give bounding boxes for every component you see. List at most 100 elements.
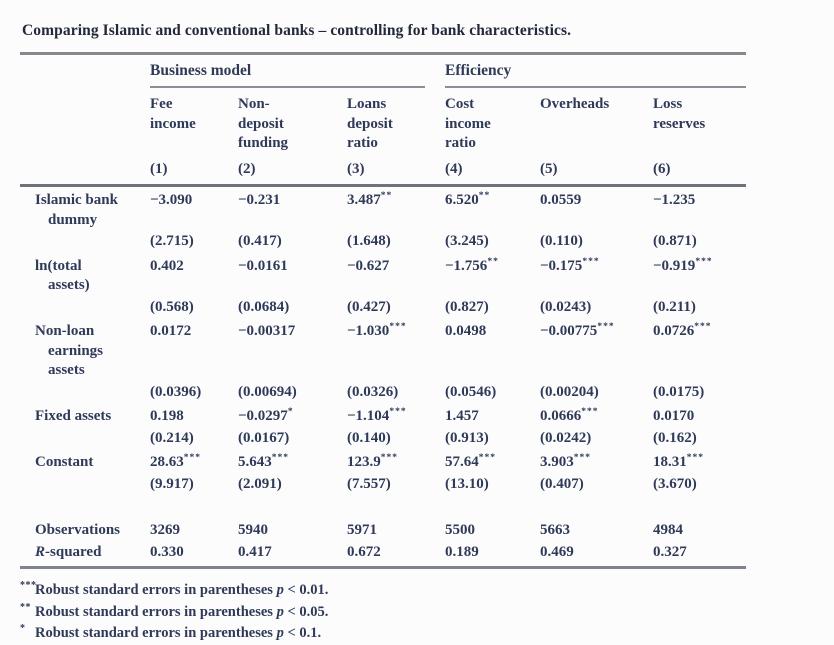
column-header: Overheads (5) xyxy=(540,88,653,188)
standard-error-cell: (0.0167) xyxy=(238,429,290,446)
column-number: (1) xyxy=(150,160,168,177)
footnote-threshold: < 0.05. xyxy=(283,603,329,620)
row-label-text: Islamic bank dummy xyxy=(35,192,118,228)
column-label: Loss reserves xyxy=(653,96,706,132)
standard-error-cell: (0.214) xyxy=(150,429,194,446)
standard-error-cell: (0.0684) xyxy=(238,298,290,315)
stat-cell: 0.189 xyxy=(445,541,540,570)
column-header-box: Fee income (1) xyxy=(150,88,238,184)
column-header: Non- deposit funding (2) xyxy=(238,88,347,188)
significance-stars: *** xyxy=(389,407,407,418)
significance-stars: *** xyxy=(271,453,289,464)
coefficient-row: Constant 28.63*** 5.643*** 123.9*** 57.64***… xyxy=(20,449,746,474)
column-number: (5) xyxy=(540,160,558,177)
stat-cell: 0.327 xyxy=(653,541,747,570)
column-number: (6) xyxy=(653,160,671,177)
coefficient-cell: −0.231 xyxy=(238,192,281,209)
column-label: Fee income xyxy=(150,96,196,132)
standard-error-cell: (0.162) xyxy=(653,429,697,446)
standard-error-cell: (0.0546) xyxy=(445,383,497,400)
coefficient-row: Islamic bank dummy −3.090 −0.231 3.487** 6.5… xyxy=(20,186,746,232)
row-label-spacer xyxy=(20,474,150,496)
group-header-business-model: Business model xyxy=(150,52,445,89)
coefficient-cell: 57.64*** xyxy=(445,453,496,471)
coefficient-cell: 123.9*** xyxy=(347,453,398,471)
coefficient-cell: 0.0172 xyxy=(150,323,192,340)
row-label-text: ln(total assets) xyxy=(35,257,90,294)
standard-error-cell: (0.407) xyxy=(540,475,584,492)
standard-error-cell: (0.913) xyxy=(445,429,489,446)
significance-stars: ** xyxy=(487,256,499,267)
significance-stars: *** xyxy=(380,453,398,464)
coefficient-cell: 0.198 xyxy=(150,408,184,425)
column-header-row: Fee income (1) Non- deposit funding (2) Loan… xyxy=(20,88,747,188)
stat-label: R-squared xyxy=(20,541,150,570)
coefficient-cell: −1.756** xyxy=(445,256,499,274)
significance-stars: *** xyxy=(389,322,407,333)
coefficient-cell: 0.0498 xyxy=(445,323,487,340)
stat-cell: 5500 xyxy=(445,522,475,539)
coefficient-cell: 0.0726*** xyxy=(653,322,712,340)
coefficient-cell: 0.0666*** xyxy=(540,407,599,425)
footnote-marker: * xyxy=(20,623,26,635)
regression-table: Business model Efficiency Fee income (1) N… xyxy=(20,52,747,570)
footnote-p-italic: p xyxy=(276,582,284,599)
standard-error-cell: (0.0326) xyxy=(347,383,399,400)
row-label-text: Constant xyxy=(35,454,94,471)
column-number: (4) xyxy=(445,160,463,177)
coefficient-cell: −1.235 xyxy=(653,192,696,209)
standard-error-cell: (0.427) xyxy=(347,298,391,315)
row-label: ln(total assets) xyxy=(20,253,150,297)
significance-stars: *** xyxy=(573,453,591,464)
column-label: Overheads xyxy=(540,96,610,113)
standard-error-cell: (0.0243) xyxy=(540,298,592,315)
standard-error-row: (9.917) (2.091) (7.557) (13.10) (0.407) (3.67… xyxy=(20,474,746,496)
significance-stars: *** xyxy=(695,256,713,267)
coefficient-cell: 3.903*** xyxy=(540,453,591,471)
significance-stars: * xyxy=(287,407,294,418)
standard-error-cell: (0.417) xyxy=(238,233,282,250)
footnote-marker: ** xyxy=(20,601,31,613)
coefficient-cell: 0.402 xyxy=(150,257,184,274)
column-header: Cost income ratio (4) xyxy=(445,88,540,188)
column-label: Loans deposit ratio xyxy=(347,96,393,152)
stat-cell: 5971 xyxy=(347,522,377,539)
column-label: Non- deposit funding xyxy=(238,96,289,152)
footnote-text: Robust standard errors in parentheses xyxy=(35,582,277,599)
coefficient-cell: −1.030*** xyxy=(347,322,407,340)
column-header-box: Overheads (5) xyxy=(540,88,653,184)
standard-error-cell: (2.091) xyxy=(238,475,282,492)
standard-error-cell: (3.245) xyxy=(445,233,489,250)
column-header: Fee income (1) xyxy=(150,88,238,188)
column-header-box: Non- deposit funding (2) xyxy=(238,88,347,184)
row-label-spacer xyxy=(20,382,150,404)
footnote-p-italic: p xyxy=(276,603,284,620)
stat-cell: 0.417 xyxy=(238,541,347,570)
column-header: Loans deposit ratio (3) xyxy=(347,88,445,188)
column-header: Loss reserves (6) xyxy=(653,88,747,188)
standard-error-row: (0.568) (0.0684) (0.427) (0.827) (0.0243) (0.… xyxy=(20,297,746,319)
column-header-spacer xyxy=(20,88,150,188)
coefficient-cell: 6.520** xyxy=(445,191,491,209)
footnote-text: Robust standard errors in parentheses xyxy=(35,603,277,620)
standard-error-cell: (0.211) xyxy=(653,298,696,315)
row-label-text: Fixed assets xyxy=(35,408,112,425)
standard-error-cell: (0.827) xyxy=(445,298,489,315)
stat-row: R-squared 0.330 0.417 0.672 0.189 0.469 0.327 xyxy=(20,541,747,570)
coefficient-cell: −0.627 xyxy=(347,257,390,274)
column-number: (2) xyxy=(238,160,256,177)
standard-error-cell: (0.0396) xyxy=(150,383,202,400)
standard-error-cell: (0.0242) xyxy=(540,429,592,446)
row-label-spacer xyxy=(20,297,150,319)
stat-cell: 5663 xyxy=(540,522,570,539)
significance-stars: *** xyxy=(478,453,496,464)
footnote-threshold: < 0.01. xyxy=(283,582,329,599)
footnote-line: ***Robust standard errors in parentheses… xyxy=(20,580,814,601)
group-header-spacer xyxy=(20,52,150,89)
coefficient-row: Fixed assets 0.198 −0.0297* −1.104*** 1.457 0… xyxy=(20,403,746,428)
coefficient-cell: −1.104*** xyxy=(347,407,407,425)
significance-stars: *** xyxy=(183,453,201,464)
coefficient-row: ln(total assets) 0.402 −0.0161 −0.627 −1.756… xyxy=(20,253,746,297)
standard-error-row: (2.715) (0.417) (1.648) (3.245) (0.110) (0.87… xyxy=(20,231,746,253)
coefficient-cell: 1.457 xyxy=(445,408,479,425)
